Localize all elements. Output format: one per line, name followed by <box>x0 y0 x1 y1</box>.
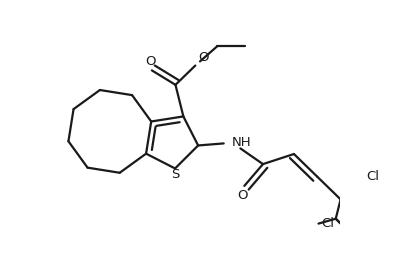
Text: Cl: Cl <box>366 170 379 183</box>
Text: O: O <box>145 55 155 68</box>
Text: S: S <box>171 168 179 181</box>
Text: O: O <box>236 189 247 202</box>
Text: Cl: Cl <box>320 217 333 230</box>
Text: O: O <box>198 51 208 64</box>
Text: NH: NH <box>232 136 251 149</box>
